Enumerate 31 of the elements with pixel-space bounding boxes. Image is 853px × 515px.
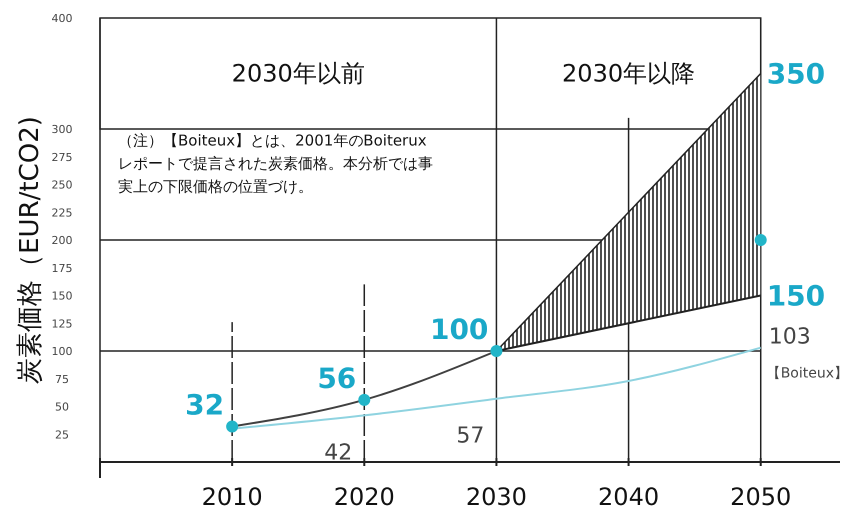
y-tick-label: 250 (52, 178, 72, 192)
y-tick-label: 25 (55, 428, 69, 442)
y-tick-label: 50 (55, 400, 69, 414)
y-tick-label: 300 (52, 123, 72, 136)
y-tick-label: 150 (52, 290, 72, 302)
data-label: 42 (324, 440, 352, 466)
series-label: 【Boiteux】 (766, 366, 848, 382)
y-tick-label: 225 (52, 206, 72, 220)
x-tick-label: 2050 (730, 483, 792, 511)
y-tick-label: 125 (52, 317, 72, 330)
data-label: 103 (768, 324, 811, 350)
y-tick-label: 100 (52, 345, 72, 358)
annotation: （注）【Boiteux】とは、2001年のBoiteruxレポートで提言された炭素価格。本分析では事実上の下限価格の位置づけ。 (118, 132, 433, 196)
data-label: 57 (456, 424, 484, 449)
x-tick-label: 2030 (466, 483, 527, 511)
y-tick-label: 175 (52, 262, 72, 275)
y-tick-label: 75 (55, 372, 69, 386)
annotation: 2030年以前 (232, 60, 365, 88)
y-tick-label: 275 (52, 150, 72, 164)
data-label: 32 (185, 388, 224, 422)
annotation: 2030年以降 (562, 60, 696, 88)
x-tick-label: 2020 (334, 483, 395, 511)
x-tick-label: 2010 (202, 483, 263, 511)
y-tick-label: 200 (52, 234, 72, 247)
data-label: 100 (430, 313, 488, 346)
y-axis-title: 炭素価格（EUR/tCO2) (15, 116, 45, 384)
data-label: 150 (766, 280, 826, 312)
x-tick-label: 2040 (598, 483, 660, 511)
data-label: 350 (766, 58, 826, 90)
y-tick-label: 400 (52, 12, 72, 25)
data-label: 56 (317, 362, 356, 395)
